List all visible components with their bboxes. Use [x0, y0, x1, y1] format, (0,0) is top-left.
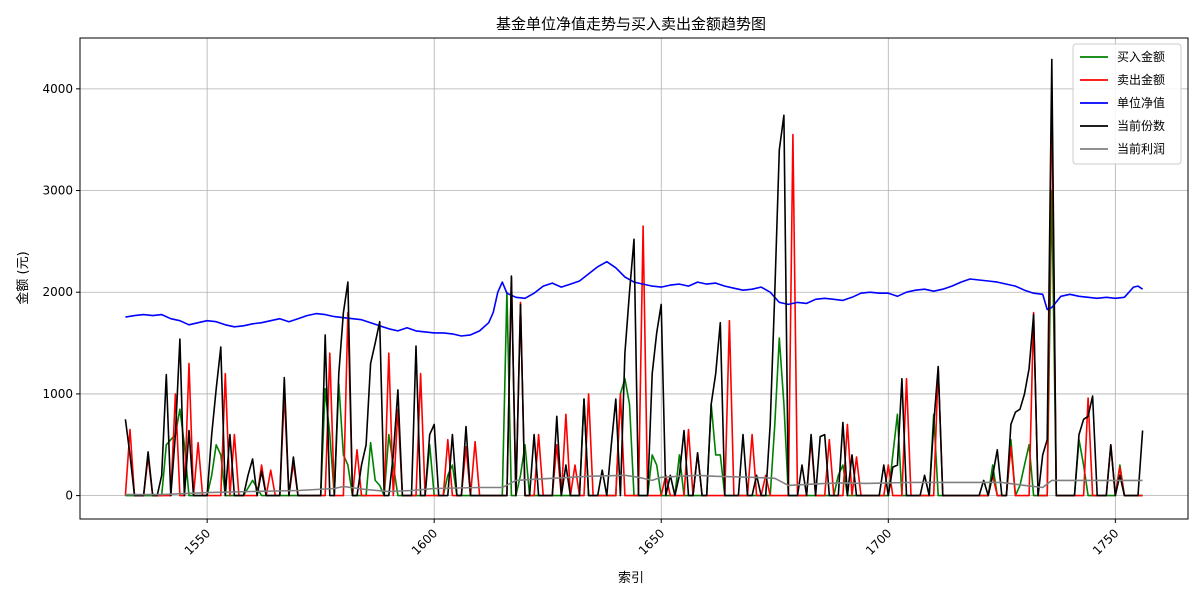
y-tick-label: 1000: [42, 387, 73, 401]
y-axis: 0 1000 2000 3000 4000: [42, 82, 80, 503]
legend-box: [1072, 43, 1182, 165]
legend-label-3: 当前份数: [1117, 118, 1165, 133]
chart-title: 基金单位净值走势与买入卖出金额趋势图: [496, 15, 766, 33]
x-axis-title: 索引: [618, 571, 644, 586]
plot-frame: [79, 37, 1189, 520]
y-tick-label: 2000: [42, 285, 73, 299]
legend-label-2: 单位净值: [1117, 95, 1165, 110]
legend-label-0: 买入金额: [1117, 49, 1165, 64]
legend-label-1: 卖出金额: [1117, 72, 1165, 87]
series-lines: [124, 58, 1144, 497]
legend-label-4: 当前利润: [1117, 141, 1165, 156]
y-tick-label: 0: [65, 489, 73, 503]
y-tick-label: 4000: [42, 82, 73, 96]
y-axis-title: 金额 (元): [15, 251, 31, 304]
series-line-3: [124, 58, 1144, 497]
series-line-4: [125, 474, 1143, 496]
y-tick-label: 3000: [42, 184, 73, 198]
